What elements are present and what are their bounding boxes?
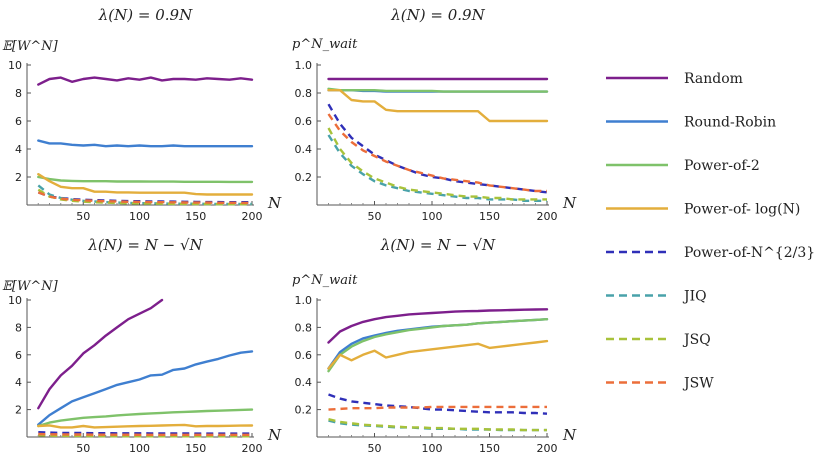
series-line-jsw bbox=[328, 405, 547, 411]
y-tick-label: 0.6 bbox=[295, 349, 313, 362]
x-tick-label: 50 bbox=[368, 442, 382, 455]
panel-4: 50 100 150 200 0.2 0.4 0.6 0.8 1.0 N bbox=[295, 294, 578, 455]
x-tick-label: 100 bbox=[129, 210, 150, 223]
series-line-round-robin bbox=[37, 350, 254, 426]
y-tick-label: 4 bbox=[15, 143, 22, 156]
y-tick-label: 0.2 bbox=[295, 404, 313, 417]
series-line-random bbox=[37, 298, 164, 410]
chart-title-text: λ(N) = N − √N bbox=[87, 236, 203, 254]
y-tick-label: 0.8 bbox=[295, 321, 313, 334]
legend-label: Power-of-N^{2/3} bbox=[684, 245, 815, 261]
x-tick-label: 200 bbox=[537, 442, 558, 455]
legend-item: JSQ bbox=[606, 332, 711, 348]
y-tick-label: 0.4 bbox=[295, 143, 313, 156]
series-line-jsw bbox=[327, 113, 547, 193]
series-line-jsq bbox=[328, 418, 547, 432]
x-tick-label: 50 bbox=[368, 210, 382, 223]
series-line-power-of-log-n- bbox=[327, 339, 549, 370]
y-tick-label: 0.2 bbox=[295, 171, 313, 184]
series-line-random bbox=[327, 308, 549, 344]
series-line-random bbox=[37, 76, 254, 86]
y-tick-label: 10 bbox=[8, 59, 22, 72]
chart-title-4: λ(N) = N − √N bbox=[380, 236, 496, 254]
y-tick-label: 0.6 bbox=[295, 115, 313, 128]
legend-item: JIQ bbox=[606, 289, 707, 305]
x-tick-label: 200 bbox=[537, 210, 558, 223]
series-line-round-robin bbox=[37, 139, 254, 148]
y-tick-label: 0.4 bbox=[295, 376, 313, 389]
x-tick-label: 100 bbox=[129, 442, 150, 455]
chart-title-2: λ(N) = 0.9N bbox=[390, 6, 485, 24]
panel-3: 50 100 150 200 2 4 6 8 10 N bbox=[8, 294, 282, 455]
chart-title-3: λ(N) = N − √N bbox=[87, 236, 203, 254]
series-line-power-of-log-n- bbox=[327, 88, 549, 123]
x-tick-label: 100 bbox=[422, 442, 443, 455]
x-tick-label: 150 bbox=[479, 210, 500, 223]
y-axis-label: 𝔼[W^N] bbox=[2, 39, 59, 54]
y-tick-label: 2 bbox=[15, 171, 22, 184]
series-line-power-of-log-n- bbox=[37, 423, 254, 429]
legend-label: Round-Robin bbox=[684, 115, 776, 131]
y-tick-label: 10 bbox=[8, 294, 22, 307]
legend-item: Power-of-2 bbox=[606, 158, 760, 174]
x-tick-label: 100 bbox=[422, 210, 443, 223]
y-axis-label: 𝔼[W^N] bbox=[2, 279, 59, 294]
series-line-power-of-2 bbox=[37, 408, 254, 428]
x-tick-label: 200 bbox=[242, 210, 263, 223]
y-tick-label: 6 bbox=[15, 115, 22, 128]
x-axis-label: N bbox=[562, 194, 577, 212]
x-tick-label: 50 bbox=[76, 442, 90, 455]
x-axis-label: N bbox=[267, 194, 282, 212]
legend-label: JSQ bbox=[682, 332, 711, 348]
chart-title-text: λ(N) = 0.9N bbox=[390, 6, 485, 24]
legend-item: Power-of-N^{2/3} bbox=[606, 245, 815, 261]
series-line-power-of-2 bbox=[327, 318, 549, 373]
y-tick-label: 2 bbox=[15, 404, 22, 417]
series-line-power-of-2 bbox=[37, 175, 254, 184]
x-tick-label: 150 bbox=[185, 442, 206, 455]
legend-label: Power-of- log(N) bbox=[684, 202, 800, 218]
x-axis-label: N bbox=[562, 426, 577, 444]
panel-1: 50 100 150 200 2 4 6 8 10 N bbox=[8, 59, 282, 223]
series-line-power-of-log-n- bbox=[37, 172, 254, 196]
series-line-power-of-n-2-3- bbox=[328, 393, 548, 415]
x-tick-label: 50 bbox=[76, 210, 90, 223]
legend-label: JSW bbox=[682, 376, 714, 392]
series-line-jsq bbox=[327, 127, 547, 201]
y-tick-label: 4 bbox=[15, 376, 22, 389]
x-tick-label: 200 bbox=[242, 442, 263, 455]
y-tick-label: 8 bbox=[15, 321, 22, 334]
y-tick-label: 6 bbox=[15, 349, 22, 362]
series-line-jsw bbox=[37, 191, 252, 205]
chart-title-1: λ(N) = 0.9N bbox=[98, 6, 193, 24]
legend: Random Round-Robin Power-of-2 Power-of- log… bbox=[606, 71, 815, 392]
y-tick-label: 1.0 bbox=[295, 294, 313, 307]
chart-title-text: λ(N) = N − √N bbox=[380, 236, 496, 254]
legend-label: Power-of-2 bbox=[684, 158, 760, 174]
series-line-power-of-n-2-3- bbox=[38, 431, 252, 435]
panel-2: 50 100 150 200 0.2 0.4 0.6 0.8 1.0 N bbox=[295, 59, 578, 223]
legend-item: Power-of- log(N) bbox=[606, 202, 800, 218]
y-tick-label: 0.8 bbox=[295, 87, 313, 100]
series-line-jsw bbox=[38, 432, 252, 436]
y-axis-label: p^N_wait bbox=[292, 273, 358, 288]
series-line-power-of-2 bbox=[327, 87, 549, 93]
y-tick-label: 8 bbox=[15, 87, 22, 100]
chart-title-text: λ(N) = 0.9N bbox=[98, 6, 193, 24]
y-axis-label: p^N_wait bbox=[292, 37, 358, 52]
y-tick-label: 1.0 bbox=[295, 59, 313, 72]
x-tick-label: 150 bbox=[479, 442, 500, 455]
legend-item: Random bbox=[606, 71, 743, 87]
legend-label: JIQ bbox=[682, 289, 707, 305]
legend-label: Random bbox=[684, 71, 743, 87]
x-axis-label: N bbox=[267, 426, 282, 444]
legend-item: JSW bbox=[606, 376, 714, 392]
legend-item: Round-Robin bbox=[606, 115, 776, 131]
x-tick-label: 150 bbox=[185, 210, 206, 223]
